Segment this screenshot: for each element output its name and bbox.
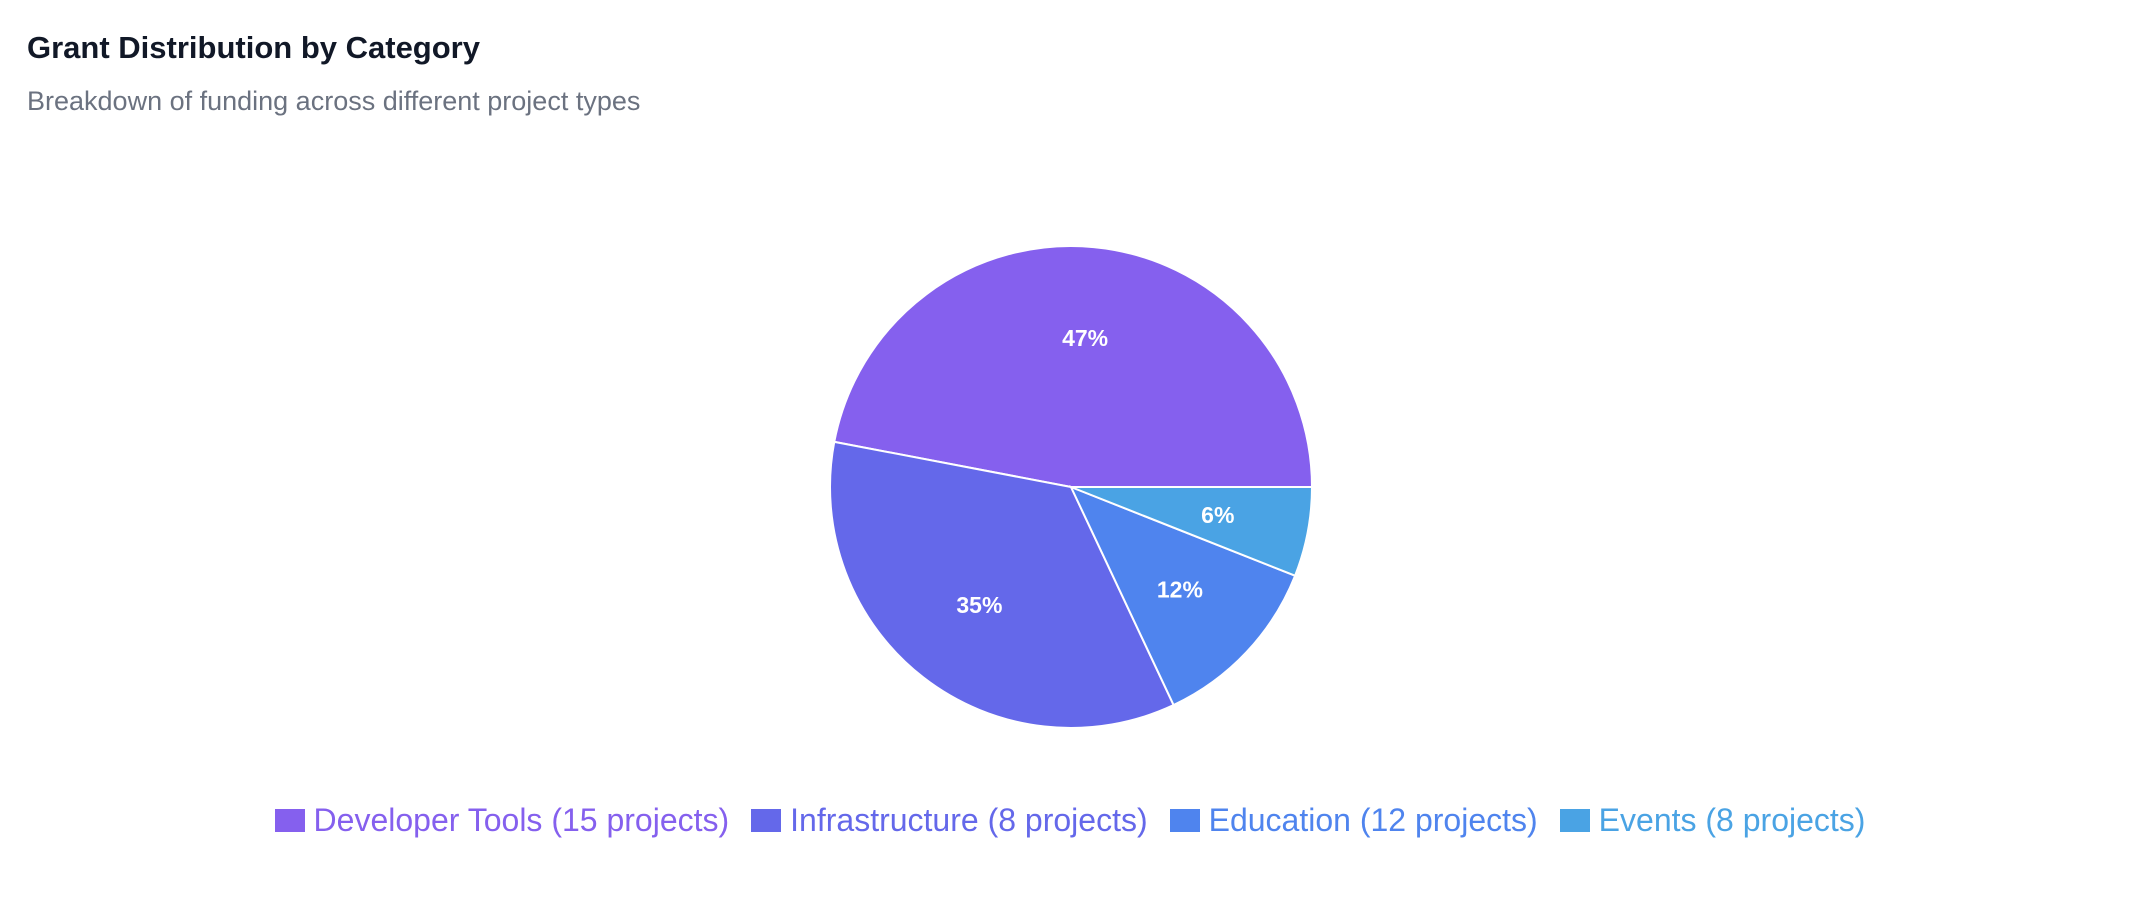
legend-item-0[interactable]: Developer Tools (15 projects) [274, 801, 730, 839]
pie-slice-label-0: 47% [1062, 325, 1108, 351]
chart-legend: Developer Tools (15 projects) Infrastruct… [0, 798, 2140, 842]
pie-slice-0[interactable] [833, 245, 1314, 488]
legend-label: Events (8 projects) [1598, 801, 1866, 838]
legend-label: Infrastructure (8 projects) [790, 801, 1148, 838]
legend-item-1[interactable]: Infrastructure (8 projects) [751, 801, 1148, 839]
pie-slice-1[interactable] [829, 440, 1175, 729]
legend-item-3[interactable]: Events (8 projects) [1559, 801, 1866, 839]
legend-swatch [274, 808, 305, 832]
pie-slice-3[interactable] [1070, 486, 1314, 578]
pie-slice-label-2: 12% [1157, 576, 1203, 602]
legend-label: Education (12 projects) [1208, 801, 1538, 838]
legend-label: Developer Tools (15 projects) [313, 801, 730, 838]
legend-item-2[interactable]: Education (12 projects) [1169, 801, 1538, 839]
chart-title: Grant Distribution by Category [27, 30, 480, 65]
pie-slice-2[interactable] [1069, 485, 1297, 707]
pie-slice-label-3: 6% [1201, 502, 1234, 528]
legend-swatch [751, 808, 782, 832]
legend-swatch [1169, 808, 1200, 832]
chart-subtitle: Breakdown of funding across different pr… [27, 86, 641, 116]
pie-slice-label-1: 35% [956, 592, 1002, 618]
legend-swatch [1559, 808, 1590, 832]
